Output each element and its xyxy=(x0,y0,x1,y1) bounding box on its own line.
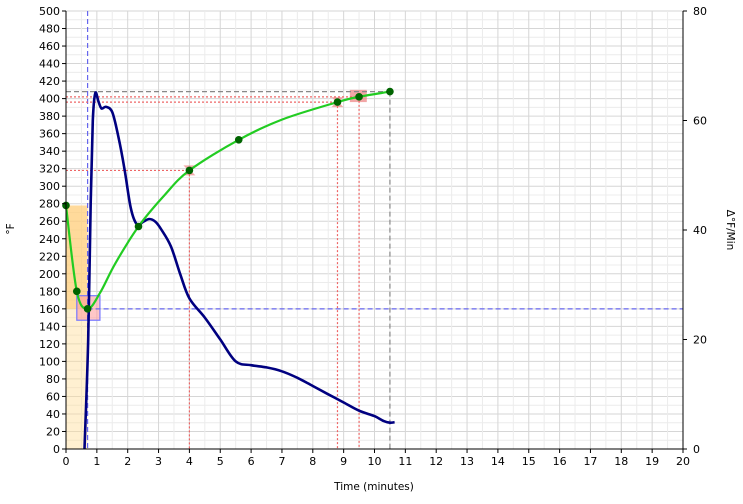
x-tick-label: 3 xyxy=(155,455,162,468)
x-tick-label: 1 xyxy=(93,455,100,468)
y-tick-label-left: 500 xyxy=(39,5,60,18)
y-tick-label-left: 300 xyxy=(39,180,60,193)
x-tick-label: 6 xyxy=(248,455,255,468)
x-tick-label: 8 xyxy=(309,455,316,468)
x-tick-label: 7 xyxy=(278,455,285,468)
y-tick-label-left: 460 xyxy=(39,40,60,53)
x-tick-label: 9 xyxy=(340,455,347,468)
x-tick-label: 16 xyxy=(553,455,567,468)
temperature-point xyxy=(83,305,92,313)
y-tick-label-right: 0 xyxy=(693,443,700,456)
x-tick-label: 17 xyxy=(583,455,597,468)
y-tick-label-left: 420 xyxy=(39,75,60,88)
event-marker xyxy=(331,97,344,108)
series-layer xyxy=(62,87,395,450)
y-tick-label-left: 160 xyxy=(39,303,60,316)
temperature-point xyxy=(333,98,342,106)
y-tick-label-left: 380 xyxy=(39,110,60,123)
y-tick-label-left: 20 xyxy=(46,425,60,438)
y-tick-label-right: 40 xyxy=(693,224,707,237)
x-tick-label: 4 xyxy=(186,455,193,468)
rate-of-rise-line xyxy=(83,91,395,450)
x-tick-label: 0 xyxy=(63,455,70,468)
x-tick-label: 14 xyxy=(491,455,505,468)
y-tick-label-left: 260 xyxy=(39,215,60,228)
y-tick-label-left: 280 xyxy=(39,198,60,211)
y-tick-label-left: 440 xyxy=(39,58,60,71)
temperature-point xyxy=(185,166,194,175)
y-tick-label-left: 0 xyxy=(53,443,60,456)
grid xyxy=(65,10,684,450)
x-tick-label: 12 xyxy=(429,455,443,468)
x-tick-label: 20 xyxy=(676,455,690,468)
y-tick-label-left: 400 xyxy=(39,93,60,106)
x-tick-label: 5 xyxy=(217,455,224,468)
x-tick-label: 13 xyxy=(460,455,474,468)
x-tick-label: 10 xyxy=(368,455,382,468)
y-tick-label-right: 60 xyxy=(693,115,707,128)
y-tick-label-left: 60 xyxy=(46,390,60,403)
y-tick-label-left: 480 xyxy=(39,23,60,36)
temperature-point xyxy=(355,93,363,101)
temperature-point xyxy=(386,87,394,96)
y-tick-label-left: 200 xyxy=(39,268,60,281)
reference-lines xyxy=(66,11,683,449)
x-axis-title: Time (minutes) xyxy=(333,481,414,493)
y-axis-title-right: Δ°F/Min xyxy=(724,210,736,251)
axes: 0204060801001201401601802002202402602803… xyxy=(39,5,707,468)
x-tick-label: 2 xyxy=(124,455,131,468)
y-tick-label-left: 100 xyxy=(39,355,60,368)
y-tick-label-left: 220 xyxy=(39,250,60,263)
x-tick-label: 19 xyxy=(645,455,659,468)
y-axis-title-left: °F xyxy=(5,223,17,234)
y-tick-label-left: 180 xyxy=(39,285,60,298)
x-tick-label: 18 xyxy=(614,455,628,468)
y-tick-label-left: 340 xyxy=(39,145,60,158)
y-tick-label-left: 40 xyxy=(46,408,60,421)
y-tick-label-left: 240 xyxy=(39,233,60,246)
temperature-point xyxy=(234,135,243,144)
x-tick-label: 15 xyxy=(522,455,536,468)
charge-region-top xyxy=(66,205,88,309)
temperature-point xyxy=(134,222,143,231)
y-tick-label-right: 80 xyxy=(693,5,707,18)
y-tick-label-left: 120 xyxy=(39,338,60,351)
y-tick-label-right: 20 xyxy=(693,334,707,347)
temperature-point xyxy=(72,287,81,296)
y-tick-label-left: 140 xyxy=(39,320,60,333)
y-tick-label-left: 320 xyxy=(39,163,60,176)
x-tick-label: 11 xyxy=(398,455,412,468)
y-tick-label-left: 80 xyxy=(46,373,60,386)
y-tick-label-left: 360 xyxy=(39,128,60,141)
